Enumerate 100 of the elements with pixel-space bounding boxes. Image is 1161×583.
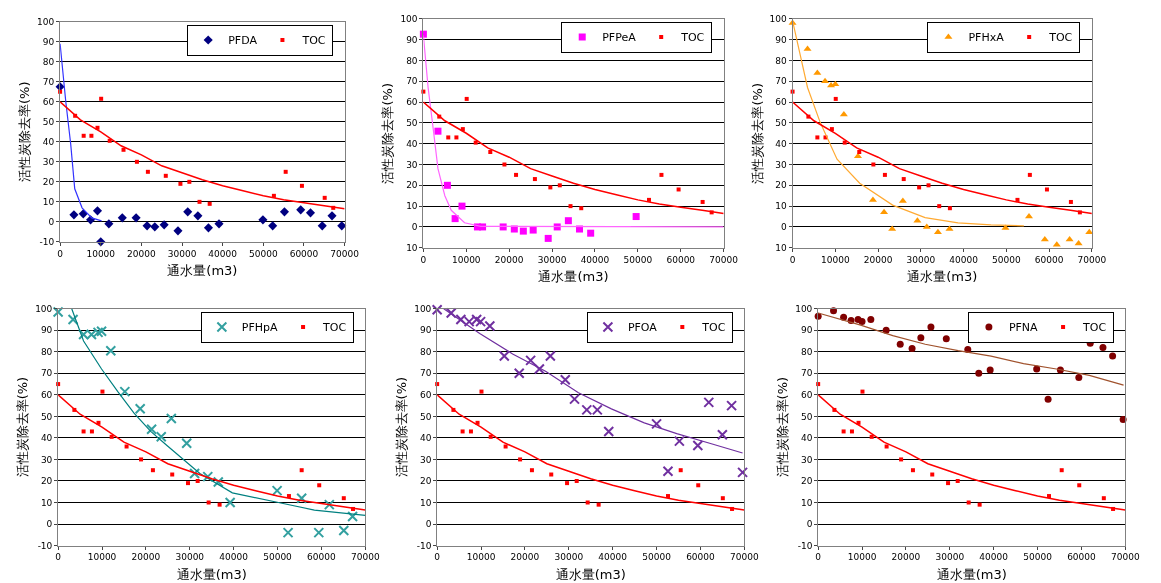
x-tick-label: 70000 — [730, 552, 759, 563]
legend-label: PFPeA — [602, 31, 637, 45]
y-axis-title: 活性炭除去率(%) — [775, 376, 791, 478]
x-tick-label: 40000 — [219, 552, 249, 563]
legend-label: TOC — [1082, 321, 1107, 335]
legend-label: TOC — [1048, 31, 1073, 45]
y-tick-label: 30 — [419, 454, 432, 465]
x-tick-label: 10000 — [821, 254, 850, 265]
y-tick-label: 50 — [42, 116, 55, 127]
x-tick-label: 0 — [57, 248, 64, 259]
y-tick-label: 100 — [400, 13, 418, 24]
y-tick-label: 60 — [406, 97, 418, 108]
x-tick-label: 70000 — [709, 254, 739, 265]
y-tick-label: -10 — [797, 540, 813, 551]
y-axis-title: 活性炭除去率(%) — [394, 376, 410, 478]
y-tick-label: 40 — [42, 136, 55, 147]
legend-label: PFDA — [228, 34, 258, 48]
y-tick-label: 50 — [800, 411, 813, 422]
y-tick-label: 20 — [800, 476, 813, 487]
y-tick-label: 10 — [775, 242, 788, 253]
y-tick-label: 80 — [419, 346, 432, 357]
y-tick-label: 0 — [425, 519, 432, 530]
y-tick-label: 20 — [775, 180, 788, 191]
y-tick-label: 80 — [406, 55, 418, 66]
x-tick-label: 60000 — [289, 248, 319, 259]
y-tick-label: 30 — [800, 454, 813, 465]
y-tick-label: 0 — [781, 222, 788, 233]
x-axis-title: 通水量(m3) — [176, 566, 247, 582]
x-tick-label: 20000 — [891, 552, 921, 563]
y-tick-label: 0 — [806, 519, 813, 530]
x-tick-label: 30000 — [167, 248, 197, 259]
x-tick-label: 40000 — [598, 552, 628, 563]
x-tick-label: 70000 — [1077, 254, 1107, 265]
y-tick-label: 90 — [775, 34, 788, 45]
x-tick-label: 10000 — [87, 552, 117, 563]
y-tick-label: 60 — [42, 96, 55, 107]
y-tick-label: -10 — [37, 540, 53, 551]
y-tick-label: 10 — [419, 497, 432, 508]
legend-label: TOC — [701, 321, 726, 335]
x-tick-label: 70000 — [330, 248, 360, 259]
y-tick-label: 70 — [419, 368, 432, 379]
y-tick-label: 70 — [406, 76, 418, 87]
legend-label: PFHxA — [968, 31, 1005, 45]
legend-label: PFOA — [627, 321, 658, 335]
y-tick-label: 50 — [40, 411, 53, 422]
y-tick-label: 60 — [419, 389, 432, 400]
y-tick-label: 0 — [48, 217, 55, 227]
y-tick-label: 90 — [42, 36, 55, 47]
y-tick-label: 100 — [795, 303, 813, 314]
y-tick-label: 20 — [406, 180, 418, 191]
x-tick-label: 10000 — [451, 254, 481, 265]
y-tick-label: 40 — [775, 138, 788, 149]
y-tick-label: 80 — [40, 346, 53, 357]
x-tick-label: 30000 — [906, 254, 936, 265]
x-tick-label: 40000 — [979, 552, 1009, 563]
x-tick-label: 30000 — [175, 552, 205, 563]
y-tick-label: 70 — [40, 368, 53, 379]
y-tick-label: 90 — [800, 325, 813, 336]
x-tick-label: 20000 — [494, 254, 524, 265]
y-axis-title: 活性炭除去率(%) — [749, 83, 765, 184]
y-tick-label: 60 — [800, 389, 813, 400]
y-tick-label: -10 — [416, 540, 432, 551]
x-tick-label: 60000 — [307, 552, 336, 563]
y-tick-label: 30 — [775, 159, 788, 170]
x-tick-label: 10000 — [86, 248, 116, 259]
y-tick-label: 10 — [800, 497, 813, 508]
y-tick-label: 40 — [800, 433, 813, 444]
x-tick-label: 30000 — [537, 254, 567, 265]
y-tick-label: 70 — [42, 76, 55, 87]
x-tick-label: 20000 — [510, 552, 540, 563]
x-tick-label: 0 — [55, 552, 62, 563]
y-tick-label: 10 — [775, 201, 788, 212]
y-tick-label: 80 — [800, 346, 813, 357]
x-tick-label: 10000 — [847, 552, 877, 563]
x-tick-label: 70000 — [350, 552, 380, 563]
x-axis-title: 通水量(m3) — [907, 269, 978, 285]
x-tick-label: 50000 — [992, 254, 1021, 265]
y-tick-label: 30 — [42, 156, 55, 167]
y-tick-label: 20 — [40, 476, 53, 487]
y-axis-title: 活性炭除去率(%) — [17, 81, 33, 183]
y-tick-label: 30 — [406, 159, 418, 170]
x-tick-label: 0 — [789, 254, 796, 265]
y-tick-label: 10 — [42, 196, 55, 207]
y-tick-label: 90 — [406, 34, 418, 45]
y-tick-label: 50 — [406, 118, 418, 128]
y-tick-label: 20 — [419, 476, 432, 487]
y-tick-label: 40 — [40, 433, 53, 444]
x-tick-label: 50000 — [1023, 552, 1053, 563]
y-tick-label: 50 — [775, 118, 788, 128]
y-tick-label: 90 — [40, 325, 53, 336]
x-tick-label: 20000 — [131, 552, 161, 563]
legend-label: TOC — [322, 321, 347, 335]
y-tick-label: 100 — [35, 303, 53, 314]
legend-label: TOC — [301, 34, 326, 48]
y-axis-title: 活性炭除去率(%) — [15, 376, 31, 478]
y-tick-label: 80 — [775, 55, 788, 66]
x-tick-label: 40000 — [949, 254, 979, 265]
y-tick-label: 40 — [406, 138, 418, 149]
y-tick-label: 70 — [800, 368, 813, 379]
x-tick-label: 70000 — [1111, 552, 1140, 563]
